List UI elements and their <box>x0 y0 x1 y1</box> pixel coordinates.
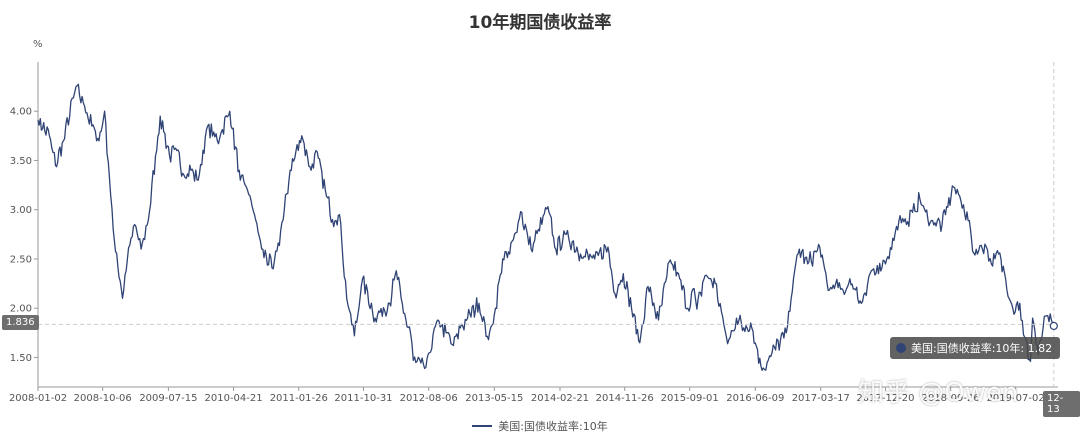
series-line <box>37 83 1055 371</box>
x-tick-label: 2013-05-15 <box>465 393 523 404</box>
y-tick-label: 3.00 <box>10 205 32 216</box>
y-tick-label: 2.50 <box>10 254 32 265</box>
y-tick-label: 2.00 <box>10 304 32 315</box>
chart-title: 10年期国债收益率 <box>468 13 612 33</box>
x-tick-label: 2011-10-31 <box>334 393 392 404</box>
x-tick-label: 2008-10-06 <box>74 393 132 404</box>
x-tick-label: 2019-07-02 <box>987 393 1045 404</box>
legend[interactable]: 美国:国债收益率:10年 <box>0 418 1080 434</box>
y-cursor-label: 1.836 <box>2 315 39 330</box>
x-tick-label: 2017-12-20 <box>856 393 914 404</box>
x-tick-label: 2017-03-17 <box>792 393 850 404</box>
legend-line-icon <box>472 425 493 427</box>
x-tick-label: 2010-04-21 <box>205 393 263 404</box>
y-axis-unit: % <box>33 39 43 50</box>
x-tick-label: 2015-09-01 <box>661 393 719 404</box>
tooltip: 美国:国债收益率:10年: 1.82 <box>890 337 1061 359</box>
y-tick-label: 3.50 <box>10 156 32 167</box>
tooltip-series-dot <box>896 343 906 353</box>
x-tick-label: 2014-11-26 <box>596 393 654 404</box>
x-tick-label: 2012-08-06 <box>400 393 458 404</box>
hover-point <box>1049 321 1058 331</box>
x-tick-label: 2009-07-15 <box>139 393 197 404</box>
x-tick-label: 2018-09-26 <box>922 393 980 404</box>
watermark: 知乎 @Owen <box>858 378 1019 408</box>
y-tick-label: 1.50 <box>10 353 32 364</box>
x-cursor-label: 12-13 <box>1043 391 1080 417</box>
legend-label: 美国:国债收益率:10年 <box>498 420 608 433</box>
x-tick-label: 2011-01-26 <box>270 393 328 404</box>
x-tick-label: 2014-02-21 <box>531 393 589 404</box>
x-tick-label: 2008-01-02 <box>9 393 67 404</box>
tooltip-text: 美国:国债收益率:10年: 1.82 <box>911 342 1053 355</box>
y-tick-label: 4.00 <box>10 107 32 118</box>
x-tick-label: 2016-06-09 <box>726 393 784 404</box>
